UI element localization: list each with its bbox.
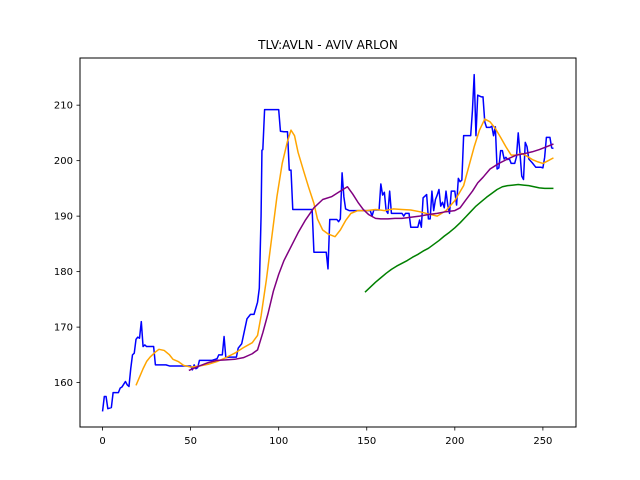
x-tick-label: 250 (533, 436, 552, 447)
x-tick-label: 150 (357, 436, 376, 447)
x-tick-label: 0 (99, 436, 105, 447)
series-group (101, 73, 554, 412)
axes-group: 0 50 100 150 200 250 160 170 180 190 200 210 (54, 101, 553, 447)
x-tick-label: 100 (269, 436, 288, 447)
y-tick-label: 170 (54, 323, 73, 334)
x-tick-label: 200 (445, 436, 464, 447)
series-line-3 (188, 143, 554, 372)
x-tick-label: 50 (184, 436, 197, 447)
y-tick-label: 180 (54, 267, 73, 278)
y-tick-label: 160 (54, 378, 73, 389)
y-tick-label: 210 (54, 101, 73, 112)
series-line-4 (364, 183, 554, 293)
y-tick-label: 200 (54, 156, 73, 167)
y-tick-label: 190 (54, 212, 73, 223)
plot-frame (79, 57, 577, 428)
series-line-2 (135, 118, 554, 386)
chart-title: TLV:AVLN - AVIV ARLON (257, 38, 398, 52)
